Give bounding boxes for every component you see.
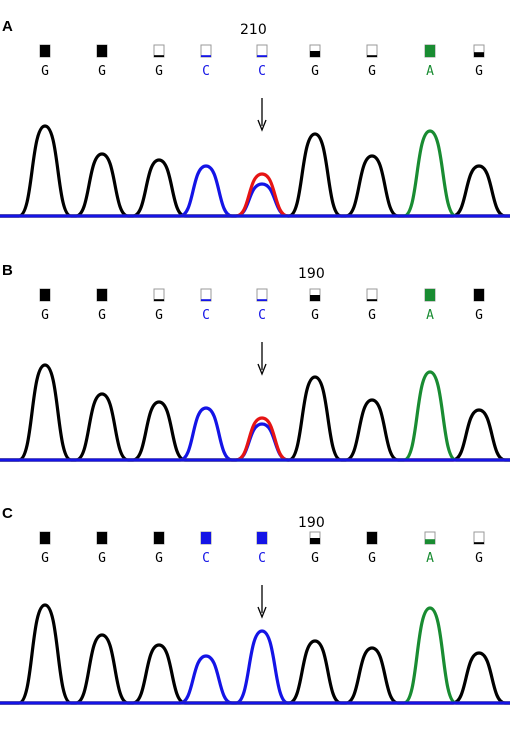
base-call-label: G — [311, 551, 319, 566]
quality-fill — [257, 299, 267, 301]
base-call-label: G — [475, 308, 483, 323]
chromatogram-panel-a: A 210 G G G C C G G A G — [0, 18, 510, 258]
quality-fill — [154, 299, 164, 301]
base-call-label: C — [258, 64, 266, 79]
quality-fill — [97, 532, 107, 544]
quality-fill — [425, 539, 435, 544]
base-call-label: C — [258, 551, 266, 566]
quality-fill — [367, 55, 377, 57]
quality-fill — [154, 55, 164, 57]
base-call-label: G — [368, 308, 376, 323]
position-label: 190 — [298, 515, 325, 531]
quality-fill — [367, 299, 377, 301]
quality-fill — [40, 45, 50, 57]
base-call-label: A — [426, 308, 434, 323]
position-label: 210 — [240, 22, 267, 38]
trace-c — [0, 164, 510, 218]
base-call-label: G — [98, 308, 106, 323]
panel-label: C — [2, 505, 13, 522]
panel-label: B — [2, 262, 13, 279]
base-call-label: C — [258, 308, 266, 323]
quality-fill — [154, 532, 164, 544]
base-call-label: A — [426, 551, 434, 566]
quality-fill — [97, 289, 107, 301]
quality-fill — [257, 55, 267, 57]
chromatogram-panel-c: C 190 G G G C C G G A G — [0, 505, 510, 745]
base-call-label: G — [368, 64, 376, 79]
quality-fill — [367, 532, 377, 544]
quality-fill — [97, 45, 107, 57]
trace-a — [0, 606, 510, 705]
base-call-label: G — [311, 308, 319, 323]
trace-a — [0, 370, 510, 462]
trace-g — [0, 124, 510, 218]
base-call-label: G — [368, 551, 376, 566]
trace-g — [0, 603, 510, 705]
quality-fill — [474, 52, 484, 57]
base-call-label: G — [41, 308, 49, 323]
quality-fill — [474, 542, 484, 544]
quality-fill — [40, 289, 50, 301]
base-call-label: G — [98, 551, 106, 566]
base-call-label: G — [155, 308, 163, 323]
arrow-head — [257, 363, 267, 376]
quality-fill — [201, 299, 211, 301]
trace-t — [0, 416, 510, 462]
base-call-label: G — [475, 64, 483, 79]
base-call-label: C — [202, 64, 210, 79]
quality-fill — [310, 538, 320, 544]
quality-fill — [201, 532, 211, 544]
panel-label: A — [2, 18, 13, 35]
trace-c — [0, 629, 510, 705]
base-call-label: A — [426, 64, 434, 79]
base-call-label: C — [202, 308, 210, 323]
base-call-label: G — [155, 551, 163, 566]
base-call-label: G — [41, 64, 49, 79]
arrow-head — [257, 119, 267, 132]
base-call-label: G — [41, 551, 49, 566]
quality-fill — [310, 51, 320, 57]
base-call-label: G — [98, 64, 106, 79]
base-call-label: C — [202, 551, 210, 566]
trace-a — [0, 129, 510, 218]
quality-fill — [425, 45, 435, 57]
quality-fill — [201, 55, 211, 57]
trace-c — [0, 406, 510, 462]
base-call-label: G — [475, 551, 483, 566]
trace-g — [0, 363, 510, 462]
arrow-head — [257, 606, 267, 619]
quality-fill — [474, 289, 484, 301]
trace-t — [0, 172, 510, 218]
base-call-label: G — [311, 64, 319, 79]
quality-fill — [310, 295, 320, 301]
chromatogram-panel-b: B 190 G G G C C G G A G — [0, 262, 510, 502]
quality-fill — [40, 532, 50, 544]
quality-fill — [257, 532, 267, 544]
base-call-label: G — [155, 64, 163, 79]
position-label: 190 — [298, 266, 325, 282]
quality-fill — [425, 289, 435, 301]
